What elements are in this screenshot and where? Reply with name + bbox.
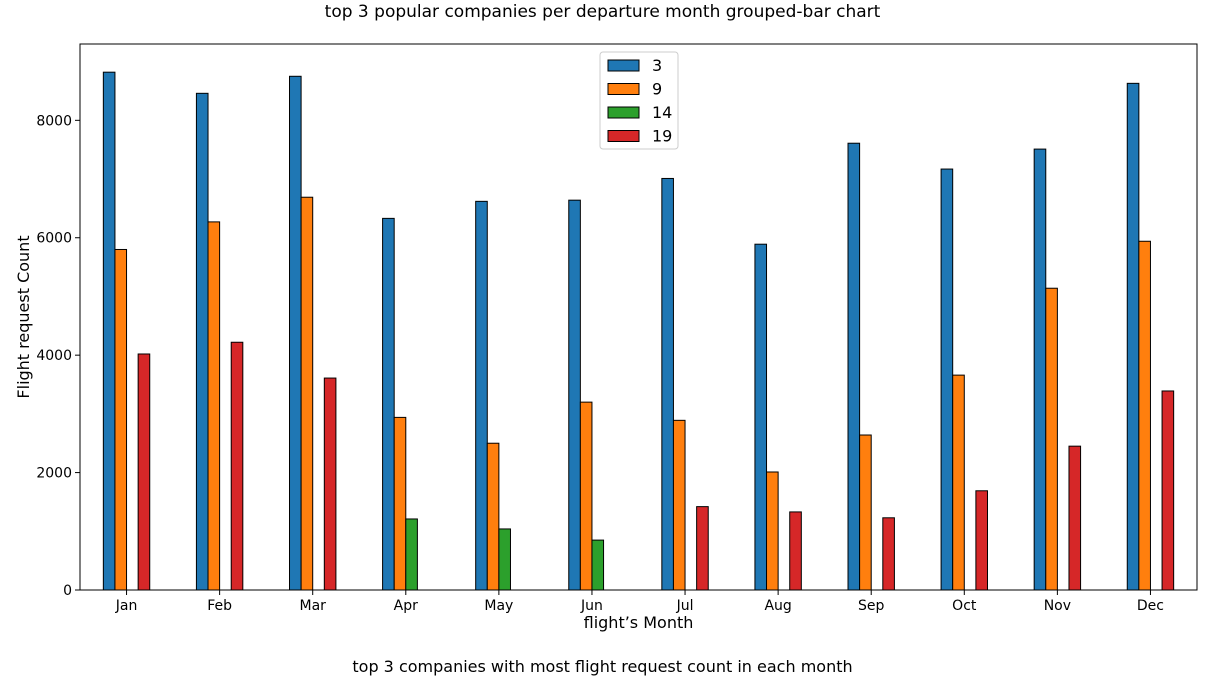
legend-swatch-19 — [607, 130, 640, 142]
legend-label-14: 14 — [652, 103, 672, 122]
bar-jan-series-9 — [114, 248, 128, 591]
x-tick-label-jul: Jul — [676, 598, 694, 614]
legend-box — [599, 51, 679, 150]
bar-oct-series-9 — [952, 374, 965, 591]
x-tick-label-mar: Mar — [299, 598, 326, 614]
bar-aug-series-19 — [789, 511, 802, 591]
y-tick-label: 2000 — [36, 466, 72, 482]
bar-aug-series-3 — [754, 243, 768, 591]
legend-swatch-3 — [607, 59, 640, 72]
bar-mar-series-9 — [300, 196, 314, 591]
y-tick-label: 8000 — [36, 113, 72, 129]
x-axis-label: flight’s Month — [584, 613, 694, 632]
bar-may-series-3 — [475, 200, 488, 591]
bar-jun-series-3 — [568, 199, 581, 591]
bars-layer — [102, 71, 1175, 591]
bar-feb-series-9 — [207, 221, 221, 591]
x-tick-label-apr: Apr — [394, 598, 418, 614]
bar-jun-series-9 — [579, 401, 593, 591]
y-tick-label: 6000 — [36, 231, 72, 247]
bar-dec-series-3 — [1126, 82, 1140, 591]
bar-nov-series-9 — [1045, 287, 1058, 591]
bar-feb-series-19 — [230, 341, 244, 591]
x-tick-label-sep: Sep — [858, 598, 885, 614]
legend-label-3: 3 — [652, 56, 662, 75]
bar-may-series-9 — [486, 442, 500, 591]
bar-mar-series-3 — [289, 75, 302, 591]
legend-swatch-9 — [607, 83, 640, 95]
chart-title: top 3 popular companies per departure mo… — [324, 2, 881, 22]
bar-nov-series-3 — [1033, 148, 1047, 591]
x-tick-label-aug: Aug — [764, 598, 791, 614]
y-tick-label: 0 — [63, 583, 72, 599]
chart-caption: top 3 companies with most flight request… — [352, 657, 853, 676]
bar-aug-series-9 — [766, 471, 779, 591]
bar-jun-series-14 — [591, 539, 605, 591]
bar-jul-series-9 — [672, 419, 686, 591]
bar-jan-series-3 — [102, 71, 116, 591]
bar-jul-series-3 — [661, 177, 674, 591]
bar-apr-series-14 — [405, 518, 418, 591]
axes-layer: 0 2000 4000 6000 8000 Jan Feb Mar Apr May Jun Jul Au… — [14, 43, 1198, 632]
bar-nov-series-19 — [1068, 445, 1082, 591]
bar-apr-series-9 — [393, 416, 407, 591]
bar-dec-series-19 — [1161, 390, 1175, 591]
plot-frame — [79, 43, 1198, 591]
bar-dec-series-9 — [1138, 240, 1151, 591]
bar-sep-series-3 — [847, 142, 861, 591]
bar-mar-series-19 — [323, 377, 337, 591]
bar-jan-series-19 — [137, 353, 151, 591]
bar-oct-series-3 — [940, 168, 954, 591]
x-tick-label-feb: Feb — [207, 598, 232, 614]
x-tick-label-dec: Dec — [1137, 598, 1164, 614]
legend-swatch-14 — [607, 106, 640, 119]
x-tick-label-may: May — [484, 598, 513, 614]
x-tick-label-jan: Jan — [115, 598, 138, 614]
bar-apr-series-3 — [382, 217, 395, 591]
bar-may-series-14 — [498, 528, 511, 591]
y-axis-label: Flight request Count — [14, 235, 33, 398]
bar-sep-series-19 — [882, 517, 895, 591]
x-tick-label-oct: Oct — [952, 598, 977, 614]
x-tick-label-nov: Nov — [1044, 598, 1071, 614]
x-tick-label-jun: Jun — [580, 598, 603, 614]
bar-sep-series-9 — [859, 434, 872, 591]
bar-oct-series-19 — [975, 490, 988, 591]
bar-jul-series-19 — [696, 506, 709, 591]
legend-label-19: 19 — [652, 127, 672, 146]
legend-label-9: 9 — [652, 80, 662, 99]
y-tick-label: 4000 — [36, 348, 72, 364]
legend: 3 9 14 19 — [599, 51, 679, 150]
bar-feb-series-3 — [195, 92, 209, 591]
